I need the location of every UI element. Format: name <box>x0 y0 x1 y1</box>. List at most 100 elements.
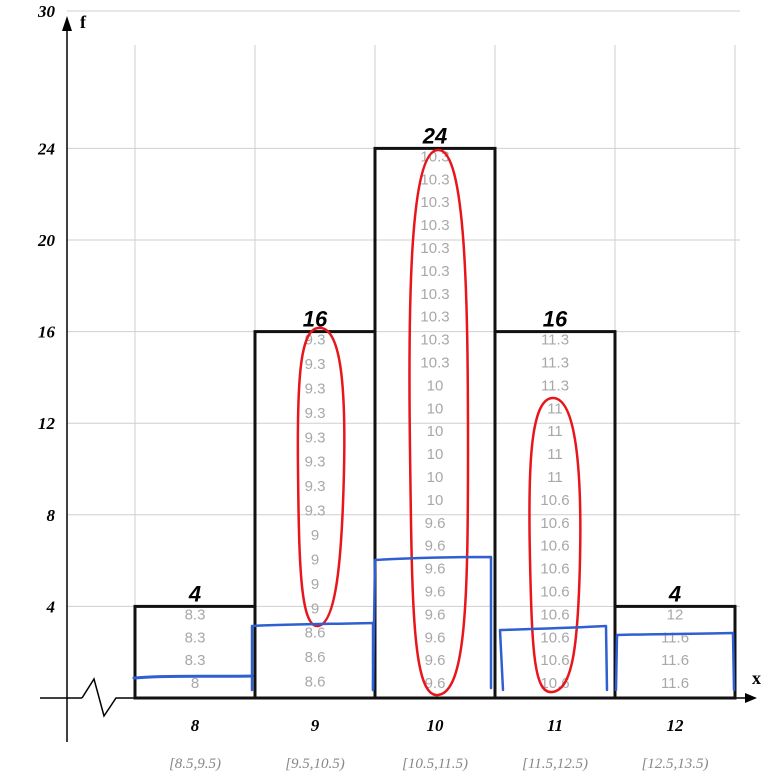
x-tick-label: 11 <box>547 716 563 735</box>
cell-value: 10.3 <box>420 171 449 188</box>
cell-value: 10.3 <box>420 355 449 372</box>
cell-value: 11.6 <box>661 629 689 646</box>
cell-value: 10.6 <box>540 606 569 623</box>
cell-value: 9.3 <box>305 503 326 520</box>
bar-count-label: 4 <box>668 581 681 606</box>
cell-value: 10.6 <box>540 584 569 601</box>
blue-mark-annotation <box>498 624 609 692</box>
bars: 48.38.38.388[8.5,9.5)169.39.39.39.39.39.… <box>133 123 737 772</box>
bar <box>493 330 617 700</box>
cell-value: 11 <box>547 446 563 463</box>
interval-label: [11.5,12.5) <box>522 756 588 772</box>
cell-value: 10.3 <box>420 332 449 349</box>
cell-value: 8.3 <box>185 629 206 646</box>
cell-value: 10 <box>427 423 444 440</box>
x-tick-label: 9 <box>311 716 320 735</box>
cell-value: 11.3 <box>541 355 569 372</box>
cell-value: 9.3 <box>305 429 326 446</box>
bar-count-label: 16 <box>543 307 568 332</box>
bar-count-label: 4 <box>188 581 201 606</box>
cell-value: 8.3 <box>185 652 206 669</box>
cell-value: 9.6 <box>425 561 446 578</box>
y-axis-arrow <box>62 16 72 31</box>
interval-label: [9.5,10.5) <box>285 756 345 772</box>
interval-label: [12.5,13.5) <box>641 756 708 772</box>
cell-value: 10.3 <box>420 263 449 280</box>
cell-value: 11 <box>547 423 563 440</box>
cell-value: 11 <box>547 400 563 417</box>
cell-value: 9 <box>311 551 319 568</box>
blue-mark-annotation <box>132 674 254 680</box>
cell-value: 10 <box>427 446 444 463</box>
interval-label: [10.5,11.5) <box>402 756 468 772</box>
bar <box>613 604 737 700</box>
cell-value: 9.6 <box>425 606 446 623</box>
cell-value: 10.6 <box>540 515 569 532</box>
cell-value: 10.6 <box>540 492 569 509</box>
cell-value: 9.6 <box>425 629 446 646</box>
cell-value: 10.3 <box>420 148 449 165</box>
cell-value: 9.6 <box>425 652 446 669</box>
cell-value: 11.3 <box>541 332 569 349</box>
grid-lines <box>67 10 740 698</box>
handwritten-annotations <box>132 148 736 697</box>
y-tick-label: 16 <box>38 323 56 342</box>
x-tick-label: 8 <box>191 716 200 735</box>
cell-value: 10.6 <box>540 561 569 578</box>
cell-value: 8.6 <box>305 674 326 691</box>
y-tick-label: 20 <box>37 231 56 250</box>
cell-value: 9.3 <box>305 380 326 397</box>
cell-value: 10 <box>427 400 444 417</box>
red-loop-annotation <box>408 148 470 697</box>
cell-value: 9 <box>311 527 319 544</box>
y-axis-label: f <box>80 12 87 32</box>
cell-value: 10 <box>427 469 444 486</box>
y-tick-label: 8 <box>47 506 56 525</box>
cell-value: 9.6 <box>425 675 446 692</box>
blue-mark-annotation <box>371 555 493 692</box>
cell-value: 11 <box>547 469 563 486</box>
cell-value: 9.6 <box>425 538 446 555</box>
cell-value: 9.6 <box>425 584 446 601</box>
x-tick-label: 12 <box>667 716 685 735</box>
cell-value: 10.3 <box>420 217 449 234</box>
red-loop-annotation <box>296 326 346 628</box>
x-axis-label: x <box>752 668 761 688</box>
cell-value: 9 <box>311 576 319 593</box>
red-loop-annotation <box>528 396 582 694</box>
cell-value: 11.6 <box>661 652 689 669</box>
blue-mark-annotation <box>614 631 736 692</box>
interval-label: [8.5,9.5) <box>169 756 221 772</box>
cell-value: 10 <box>427 377 444 394</box>
x-axis-arrow <box>745 693 757 703</box>
cell-value: 9.6 <box>425 515 446 532</box>
y-tick-label: 30 <box>37 2 56 21</box>
cell-value: 10 <box>427 492 444 509</box>
y-tick-label: 12 <box>38 414 56 433</box>
cell-value: 11.3 <box>541 377 569 394</box>
cell-value: 10.6 <box>540 652 569 669</box>
cell-value: 10.6 <box>540 629 569 646</box>
cell-value: 10.3 <box>420 240 449 257</box>
cell-value: 10.3 <box>420 194 449 211</box>
cell-value: 10.6 <box>540 538 569 555</box>
cell-value: 9.3 <box>305 405 326 422</box>
y-tick-label: 4 <box>46 597 56 616</box>
cell-value: 10.3 <box>420 286 449 303</box>
bar-count-label: 24 <box>422 123 447 148</box>
cell-value: 11.6 <box>661 675 689 692</box>
cell-value: 9.3 <box>305 478 326 495</box>
axes: fx <box>40 12 761 742</box>
cell-value: 10.3 <box>420 309 449 326</box>
cell-value: 8.6 <box>305 625 326 642</box>
blue-mark-annotation <box>250 621 375 692</box>
cell-value: 8.6 <box>305 649 326 666</box>
cell-value: 9 <box>311 600 319 617</box>
cell-value: 8 <box>191 675 199 692</box>
cell-value: 12 <box>667 606 684 623</box>
y-tick-labels: 4 8 12 16 20 24 30 <box>37 2 56 616</box>
x-tick-label: 10 <box>427 716 445 735</box>
cell-value: 9.3 <box>305 356 326 373</box>
cell-value: 8.3 <box>185 606 206 623</box>
